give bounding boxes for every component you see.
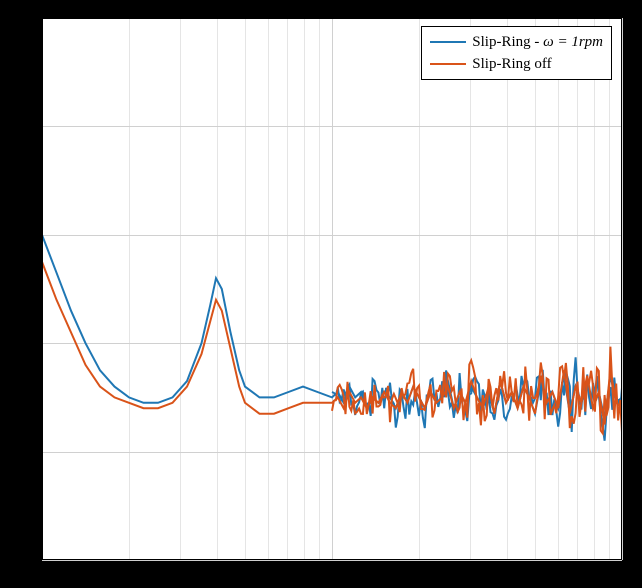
grid-line-h [42, 560, 622, 561]
legend-label: Slip-Ring - ω = 1rpm [472, 34, 603, 51]
series-noise [332, 347, 622, 434]
legend: Slip-Ring - ω = 1rpm Slip-Ring off [421, 26, 612, 80]
legend-swatch [430, 63, 466, 65]
series-svg [42, 18, 622, 560]
legend-item: Slip-Ring off [430, 53, 603, 75]
legend-label: Slip-Ring off [472, 56, 551, 73]
legend-label-text: Slip-Ring - [472, 34, 543, 50]
grid-line-v [622, 18, 623, 560]
chart-container: Slip-Ring - ω = 1rpm Slip-Ring off [0, 0, 642, 588]
plot-area: Slip-Ring - ω = 1rpm Slip-Ring off [42, 18, 622, 560]
legend-label-math: ω = 1rpm [543, 34, 603, 50]
legend-swatch [430, 41, 466, 43]
legend-label-text: Slip-Ring off [472, 56, 551, 72]
legend-item: Slip-Ring - ω = 1rpm [430, 31, 603, 53]
